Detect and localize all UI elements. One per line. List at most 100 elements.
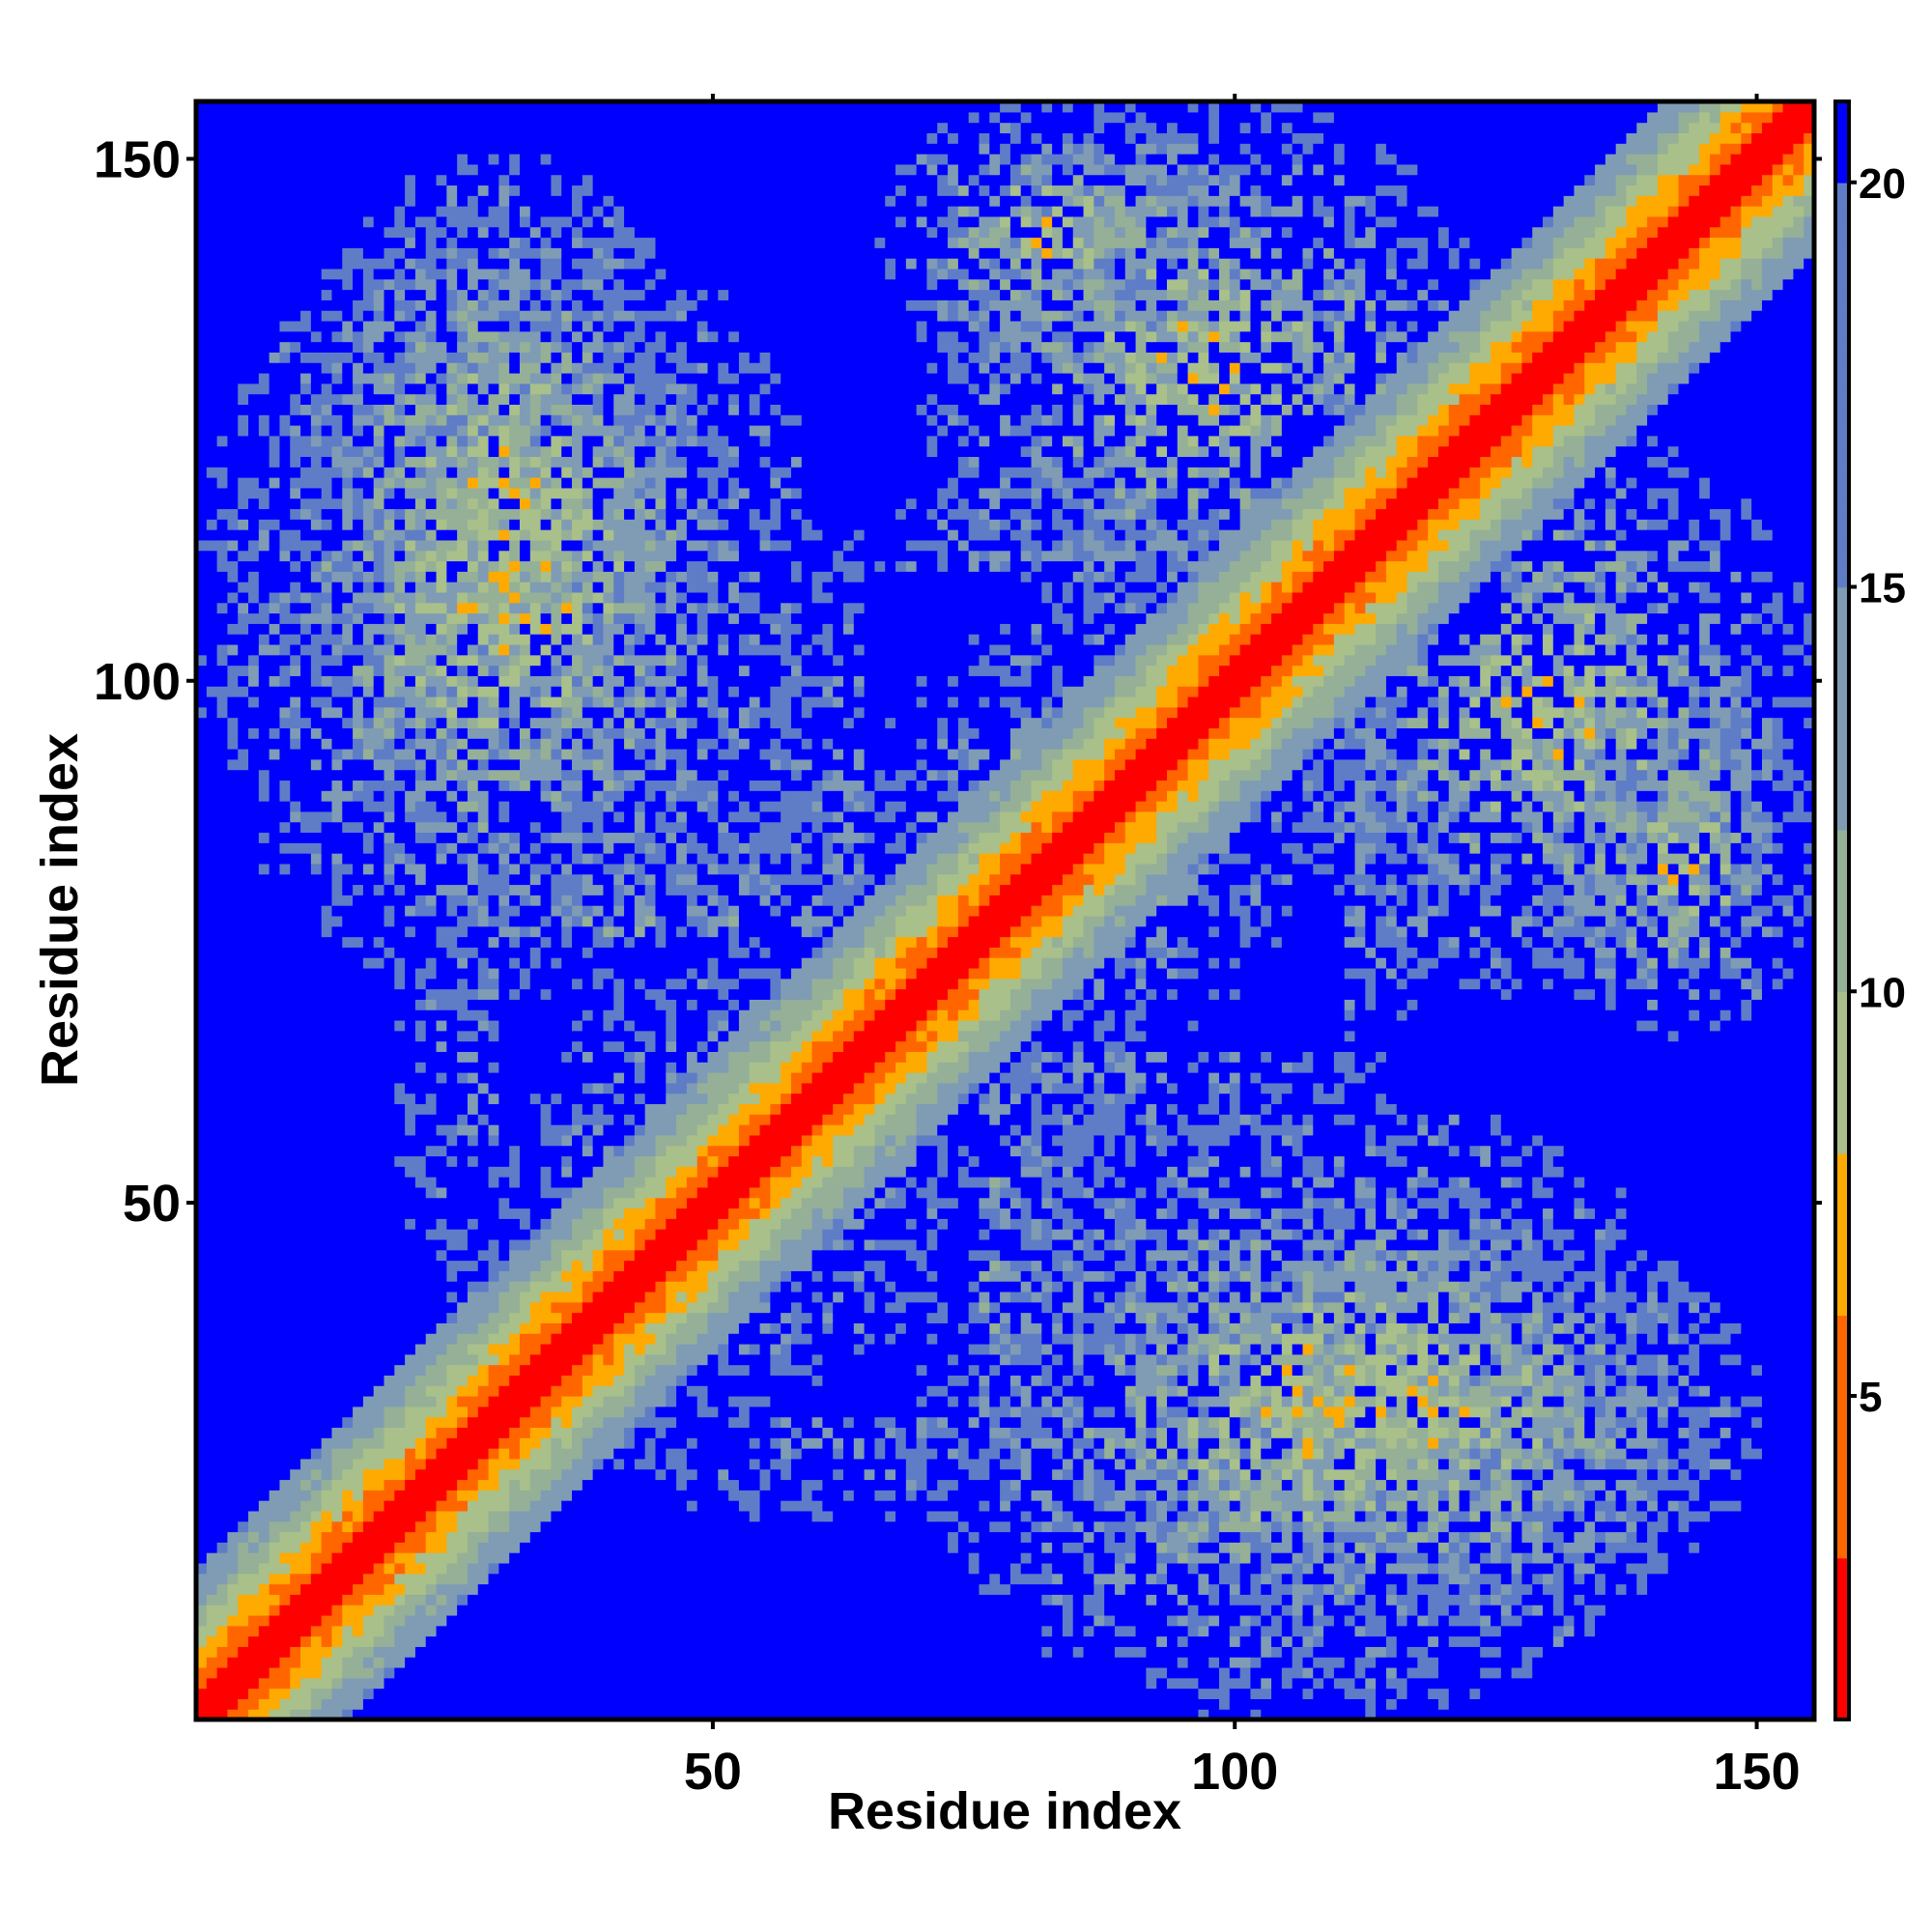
heatmap-cell xyxy=(248,1124,259,1135)
heatmap-cell xyxy=(248,404,259,414)
heatmap-cell xyxy=(331,1322,342,1333)
heatmap-cell xyxy=(520,864,530,874)
heatmap-cell xyxy=(311,916,322,926)
heatmap-cell xyxy=(311,947,322,957)
heatmap-cell xyxy=(363,1313,374,1323)
heatmap-cell xyxy=(270,414,280,425)
heatmap-cell xyxy=(415,1261,426,1271)
heatmap-cell xyxy=(498,1155,509,1166)
heatmap-cell xyxy=(415,1020,426,1031)
heatmap-cell xyxy=(248,1469,259,1480)
heatmap-cell xyxy=(238,1135,248,1146)
heatmap-cell xyxy=(446,185,457,195)
heatmap-cell xyxy=(446,1051,457,1062)
heatmap-cell xyxy=(509,384,520,394)
heatmap-cell xyxy=(279,926,290,937)
heatmap-cell xyxy=(227,937,238,948)
heatmap-cell xyxy=(384,498,395,509)
heatmap-cell xyxy=(374,529,384,540)
heatmap-cell xyxy=(384,686,395,696)
heatmap-cell xyxy=(405,1459,415,1469)
heatmap-cell xyxy=(446,1155,457,1166)
heatmap-cell xyxy=(405,1563,415,1574)
heatmap-cell xyxy=(468,947,478,957)
heatmap-cell xyxy=(300,143,311,154)
heatmap-cell xyxy=(238,1155,248,1166)
heatmap-cell xyxy=(374,1051,384,1062)
heatmap-cell xyxy=(217,822,228,833)
heatmap-cell xyxy=(207,1667,217,1678)
heatmap-cell xyxy=(457,1490,468,1500)
heatmap-cell xyxy=(394,1531,405,1542)
heatmap-cell xyxy=(405,718,415,728)
heatmap-cell xyxy=(498,655,509,666)
heatmap-cell xyxy=(207,675,217,686)
heatmap-cell xyxy=(457,560,468,571)
heatmap-cell xyxy=(394,842,405,853)
heatmap-cell xyxy=(520,655,530,666)
heatmap-cell xyxy=(279,1500,290,1511)
heatmap-cell xyxy=(207,560,217,571)
heatmap-cell xyxy=(300,1041,311,1052)
heatmap-cell xyxy=(498,1146,509,1156)
heatmap-cell xyxy=(322,456,332,467)
heatmap-cell xyxy=(227,999,238,1009)
heatmap-cell xyxy=(530,1626,541,1636)
heatmap-cell xyxy=(405,1020,415,1031)
heatmap-cell xyxy=(405,560,415,571)
heatmap-cell xyxy=(217,1333,228,1344)
heatmap-cell xyxy=(489,279,499,290)
heatmap-cell xyxy=(353,1031,363,1041)
heatmap-cell xyxy=(300,1531,311,1542)
heatmap-cell xyxy=(374,1135,384,1146)
heatmap-cell xyxy=(270,1208,280,1218)
heatmap-cell xyxy=(446,1385,457,1396)
heatmap-cell xyxy=(426,1114,437,1124)
heatmap-cell xyxy=(394,675,405,686)
heatmap-cell xyxy=(426,916,437,926)
heatmap-cell xyxy=(290,989,300,1000)
heatmap-cell xyxy=(363,1103,374,1114)
heatmap-cell xyxy=(290,884,300,895)
heatmap-cell xyxy=(363,1218,374,1229)
heatmap-cell xyxy=(342,477,353,488)
heatmap-cell xyxy=(468,477,478,488)
heatmap-cell xyxy=(478,655,489,666)
heatmap-cell xyxy=(248,675,259,686)
heatmap-cell xyxy=(279,1678,290,1689)
heatmap-cell xyxy=(259,1365,270,1376)
heatmap-cell xyxy=(322,508,332,519)
heatmap-cell xyxy=(248,1448,259,1459)
heatmap-cell xyxy=(279,1531,290,1542)
heatmap-cell xyxy=(300,384,311,394)
heatmap-cell xyxy=(270,1459,280,1469)
heatmap-cell xyxy=(227,310,238,321)
heatmap-cell xyxy=(489,373,499,384)
heatmap-cell xyxy=(478,269,489,279)
heatmap-cell xyxy=(238,1448,248,1459)
heatmap-cell xyxy=(217,1239,228,1250)
heatmap-cell xyxy=(227,279,238,290)
heatmap-cell xyxy=(353,1646,363,1657)
heatmap-cell xyxy=(248,1051,259,1062)
heatmap-cell xyxy=(394,352,405,362)
heatmap-cell xyxy=(509,112,520,123)
heatmap-cell xyxy=(394,394,405,405)
heatmap-cell xyxy=(405,1531,415,1542)
heatmap-cell xyxy=(520,1698,530,1709)
heatmap-cell xyxy=(207,1020,217,1031)
heatmap-cell xyxy=(238,1166,248,1177)
heatmap-cell xyxy=(300,790,311,801)
heatmap-cell xyxy=(227,1521,238,1532)
heatmap-cell xyxy=(394,790,405,801)
heatmap-cell xyxy=(509,540,520,551)
heatmap-cell xyxy=(207,718,217,728)
heatmap-cell xyxy=(509,738,520,749)
heatmap-cell xyxy=(478,1313,489,1323)
heatmap-cell xyxy=(331,790,342,801)
heatmap-cell xyxy=(331,1417,342,1428)
heatmap-cell xyxy=(331,1041,342,1052)
heatmap-cell xyxy=(238,1103,248,1114)
heatmap-cell xyxy=(489,1062,499,1072)
heatmap-cell xyxy=(520,1437,530,1448)
